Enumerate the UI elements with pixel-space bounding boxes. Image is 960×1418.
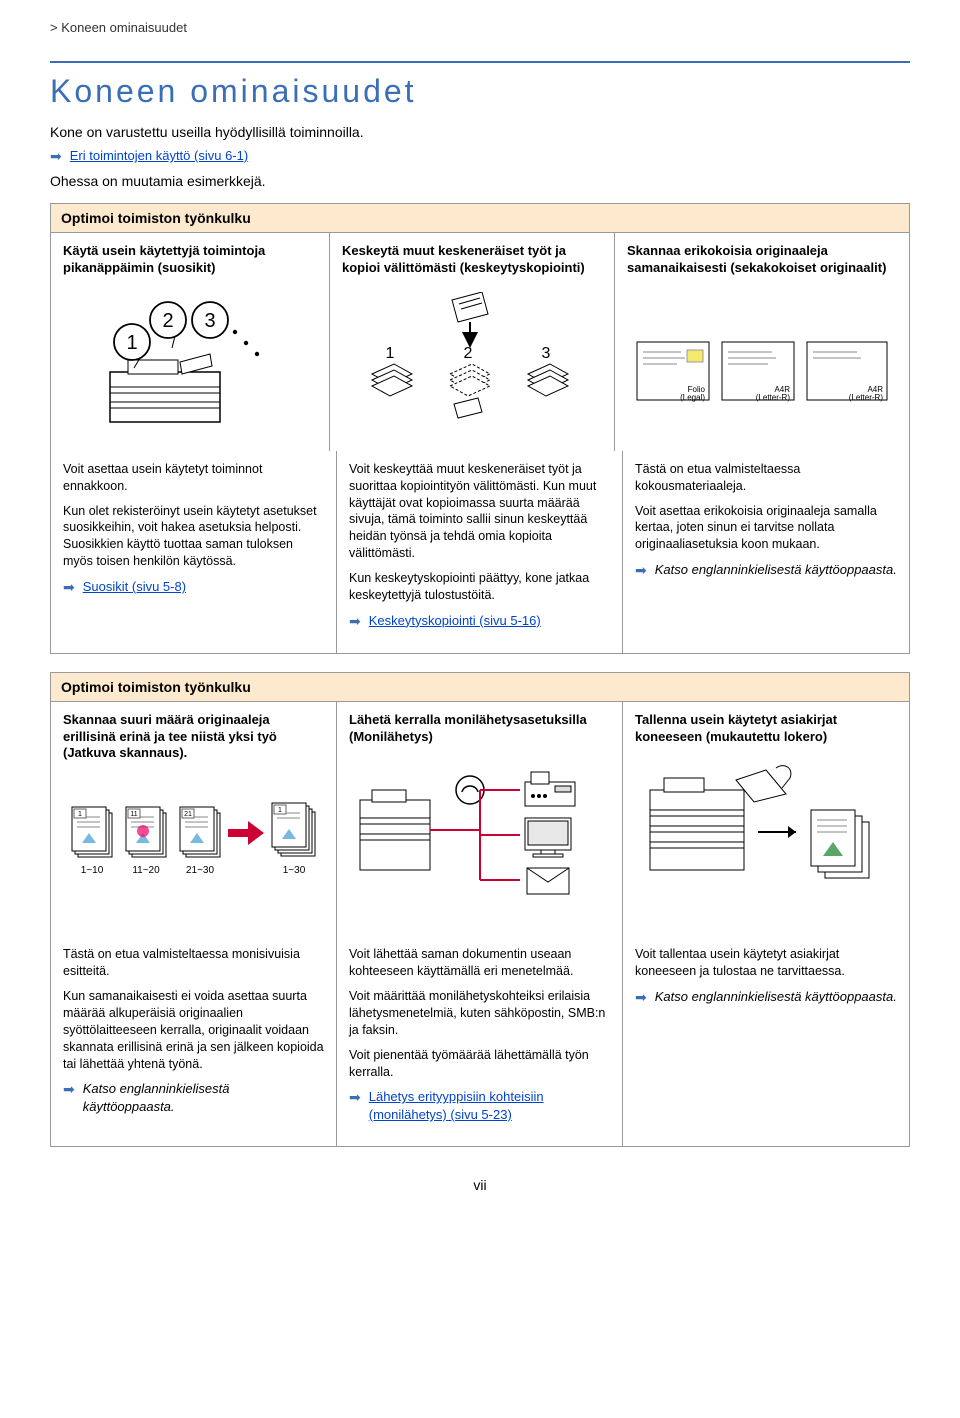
multisend-illustration [349, 755, 610, 905]
s1c2-head: Keskeytä muut keskeneräiset työt ja kopi… [342, 243, 602, 277]
s2c1-plain-row: ➡ Katso englanninkielisestä käyttöoppaas… [63, 1080, 324, 1115]
arrow-icon: ➡ [50, 148, 62, 165]
svg-text:2: 2 [162, 310, 173, 332]
s2c1-body1: Tästä on etua valmisteltaessa monisivuis… [63, 946, 324, 980]
svg-text:1: 1 [78, 811, 82, 818]
s2c2-link[interactable]: Lähetys erityyppisiin kohteisiin (monilä… [369, 1088, 610, 1123]
svg-text:1~10: 1~10 [80, 865, 103, 876]
s1c2-link[interactable]: Keskeytyskopiointi (sivu 5-16) [369, 612, 541, 630]
mixed-sizes-illustration: Folio (Legal) A4R (Letter-R) A4R (Let [627, 287, 897, 437]
s2c3-body1: Voit tallentaa usein käytetyt asiakirjat… [635, 946, 897, 980]
breadcrumb: > Koneen ominaisuudet [50, 20, 910, 35]
arrow-icon: ➡ [349, 612, 361, 631]
svg-text:11: 11 [130, 811, 137, 818]
s2c2-body2: Voit määrittää monilähetyskohteiksi eril… [349, 988, 610, 1039]
arrow-icon: ➡ [349, 1088, 361, 1107]
svg-text:11~20: 11~20 [132, 865, 160, 876]
s2c2-body3: Voit pienentää työmäärää lähettämällä ty… [349, 1047, 610, 1081]
s1c3-head: Skannaa erikokoisia originaaleja samanai… [627, 243, 897, 277]
interrupt-illustration: 1 2 3 [342, 287, 602, 437]
svg-text:3: 3 [542, 345, 551, 362]
svg-text:1: 1 [278, 807, 282, 814]
svg-text:3: 3 [204, 310, 215, 332]
s1c1-link-row[interactable]: ➡ Suosikit (sivu 5-8) [63, 578, 324, 597]
arrow-icon: ➡ [635, 561, 647, 580]
s2c2-body1: Voit lähettää saman dokumentin useaan ko… [349, 946, 610, 980]
s1c3-plain-row: ➡ Katso englanninkielisestä käyttöoppaas… [635, 561, 897, 580]
s1c2-body2: Kun keskeytyskopiointi päättyy, kone jat… [349, 570, 610, 604]
custom-box-illustration [635, 755, 897, 905]
svg-text:21: 21 [184, 811, 192, 818]
s2c3-head: Tallenna usein käytetyt asiakirjat konee… [635, 712, 897, 746]
s1c1-link[interactable]: Suosikit (sivu 5-8) [83, 578, 186, 596]
s1c1-head: Käytä usein käytettyjä toimintoja pikanä… [63, 243, 317, 277]
s2c3-plain: Katso englanninkielisestä käyttöoppaasta… [655, 988, 897, 1006]
page-number: vii [50, 1177, 910, 1193]
continuous-scan-illustration: 1 1~10 11 11~20 21 21~30 [63, 772, 324, 922]
section1-body-row: Voit asettaa usein käytetyt toiminnot en… [50, 451, 910, 654]
s2c2-head: Lähetä kerralla monilähetysasetuksilla (… [349, 712, 610, 746]
s1c3-plain: Katso englanninkielisestä käyttöoppaasta… [655, 561, 897, 579]
svg-text:1: 1 [386, 345, 395, 362]
subintro-text: Ohessa on muutamia esimerkkejä. [50, 173, 910, 189]
s1c2-body1: Voit keskeyttää muut keskeneräiset työt … [349, 461, 610, 562]
svg-text:(Letter-R): (Letter-R) [849, 393, 884, 402]
svg-text:1: 1 [126, 332, 137, 354]
s1c2-link-row[interactable]: ➡ Keskeytyskopiointi (sivu 5-16) [349, 612, 610, 631]
s2c1-head: Skannaa suuri määrä originaaleja erillis… [63, 712, 324, 763]
s1c1-body2: Kun olet rekisteröinyt usein käytetyt as… [63, 503, 324, 571]
s2c3-plain-row: ➡ Katso englanninkielisestä käyttöoppaas… [635, 988, 897, 1007]
section1-header: Optimoi toimiston työnkulku [50, 203, 910, 233]
section1-headers-row: Käytä usein käytettyjä toimintoja pikanä… [50, 233, 910, 451]
arrow-icon: ➡ [63, 1080, 75, 1099]
svg-text:(Legal): (Legal) [680, 393, 705, 402]
s2c1-plain: Katso englanninkielisestä käyttöoppaasta… [83, 1080, 324, 1115]
s2c1-body2: Kun samanaikaisesti ei voida asettaa suu… [63, 988, 324, 1072]
section2-body-row: Tästä on etua valmisteltaessa monisivuis… [50, 936, 910, 1146]
svg-text:21~30: 21~30 [185, 865, 214, 876]
s1c1-body1: Voit asettaa usein käytetyt toiminnot en… [63, 461, 324, 495]
s1c3-body1: Tästä on etua valmisteltaessa kokousmate… [635, 461, 897, 495]
svg-text:(Letter-R): (Letter-R) [756, 393, 791, 402]
arrow-icon: ➡ [63, 578, 75, 597]
title-rule [50, 61, 910, 63]
svg-text:2: 2 [464, 345, 473, 362]
top-link[interactable]: Eri toimintojen käyttö (sivu 6-1) [70, 148, 248, 163]
s2c2-link-row[interactable]: ➡ Lähetys erityyppisiin kohteisiin (moni… [349, 1088, 610, 1123]
s1c3-body2: Voit asettaa erikokoisia originaaleja sa… [635, 503, 897, 554]
section2-header: Optimoi toimiston työnkulku [50, 672, 910, 702]
arrow-icon: ➡ [635, 988, 647, 1007]
favorites-illustration: 1 2 3 [63, 287, 317, 437]
top-link-row[interactable]: ➡ Eri toimintojen käyttö (sivu 6-1) [50, 148, 910, 165]
svg-text:1~30: 1~30 [282, 865, 305, 876]
page-title: Koneen ominaisuudet [50, 73, 910, 110]
section2-headers-row: Skannaa suuri määrä originaaleja erillis… [50, 702, 910, 937]
intro-text: Kone on varustettu useilla hyödyllisillä… [50, 124, 910, 140]
